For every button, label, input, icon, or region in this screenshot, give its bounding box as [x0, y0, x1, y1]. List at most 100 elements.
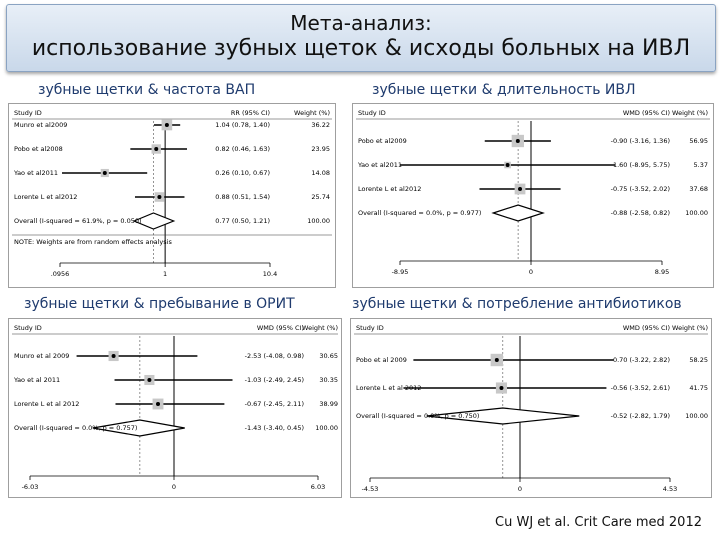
- overall-weight: 100.00: [307, 217, 330, 225]
- study-label: Pobo et al2008: [14, 145, 63, 153]
- x-tick-label: 6.03: [311, 483, 325, 491]
- point-estimate: [147, 378, 152, 382]
- study-ci-text: -0.56 (-3.52, 2.61): [611, 384, 670, 392]
- point-estimate: [499, 386, 504, 390]
- forest-plot-icu-stay: Study ID WMD (95% CI) Weight (%) Munro et a…: [8, 318, 342, 498]
- point-estimate: [505, 163, 510, 167]
- x-tick-label: 0: [518, 485, 522, 493]
- header-effect: RR (95% CI): [231, 109, 270, 117]
- forest-plot-vap: Study ID RR (95% CI) Weight (%) Munro et al…: [8, 103, 336, 288]
- header-weight: Weight (%): [672, 109, 708, 117]
- study-weight: 41.75: [689, 384, 708, 392]
- overall-weight: 100.00: [685, 209, 708, 217]
- forest-svg: Study ID WMD (95% CI) Weight (%) Pobo et al…: [352, 103, 714, 288]
- citation: Cu WJ et al. Crit Care med 2012: [495, 515, 702, 530]
- header-study: Study ID: [14, 324, 42, 332]
- point-estimate: [515, 139, 520, 143]
- study-ci-text: 0.82 (0.46, 1.63): [215, 145, 270, 153]
- study-weight: 58.25: [689, 356, 708, 364]
- forest-plot-antibiotics: Study ID WMD (95% CI) Weight (%) Pobo et al…: [350, 318, 712, 498]
- caption-vap: зубные щетки & частота ВАП: [38, 82, 256, 98]
- title-line-2: использование зубных щеток & исходы боль…: [31, 36, 691, 61]
- study-ci-text: -0.67 (-2.45, 2.11): [245, 400, 304, 408]
- point-estimate: [102, 171, 107, 175]
- title-line-1: Мета-анализ:: [290, 11, 432, 35]
- overall-label: Overall (I-squared = 0.0%, p = 0.977): [358, 209, 481, 217]
- header-study: Study ID: [14, 109, 42, 117]
- title-banner: Мета-анализ: использование зубных щеток …: [6, 4, 716, 72]
- study-weight: 38.99: [319, 400, 338, 408]
- study-weight: 23.95: [311, 145, 330, 153]
- study-label: Munro et al2009: [14, 121, 67, 129]
- study-label: Lorente L et al2012: [358, 185, 421, 193]
- study-weight: 37.68: [689, 185, 708, 193]
- study-label: Lorente L et al 2012: [14, 400, 79, 408]
- plot-border: [350, 318, 712, 498]
- study-ci-text: -0.75 (-3.52, 2.02): [611, 185, 670, 193]
- x-tick-label: 8.95: [655, 268, 669, 276]
- header-study: Study ID: [356, 324, 384, 332]
- caption-ventilation-duration: зубные щетки & длительность ИВЛ: [372, 82, 636, 98]
- study-label: Yao et al2011: [357, 161, 402, 169]
- study-weight: 36.22: [311, 121, 330, 129]
- forest-svg: Study ID WMD (95% CI)Weight (%) Munro et a…: [8, 318, 342, 498]
- overall-ci-text: -0.88 (-2.58, 0.82): [611, 209, 670, 217]
- study-ci-text: -0.90 (-3.16, 1.36): [611, 137, 670, 145]
- study-label: Pobo et al2009: [358, 137, 407, 145]
- study-weight: 30.65: [319, 352, 338, 360]
- overall-ci-text: -0.52 (-2.82, 1.79): [611, 412, 670, 420]
- study-label: Yao et al2011: [13, 169, 58, 177]
- study-label: Pobo et al 2009: [356, 356, 407, 364]
- overall-ci-text: 0.77 (0.50, 1.21): [215, 217, 270, 225]
- header-weight: Weight (%): [294, 109, 330, 117]
- overall-diamond: [491, 204, 545, 222]
- caption-antibiotics: зубные щетки & потребление антибиотиков: [352, 296, 682, 312]
- study-ci-text: -1.60 (-8.95, 5.75): [611, 161, 670, 169]
- study-ci-text: 0.88 (0.51, 1.54): [215, 193, 270, 201]
- forest-svg: Study ID WMD (95% CI) Weight (%) Pobo et al…: [350, 318, 712, 498]
- x-tick-label: -6.03: [22, 483, 39, 491]
- forest-plot-ventilation-duration: Study ID WMD (95% CI) Weight (%) Pobo et al…: [352, 103, 714, 288]
- study-label: Lorente L et al2012: [14, 193, 77, 201]
- point-estimate: [494, 358, 499, 362]
- x-tick-label: -8.95: [392, 268, 409, 276]
- x-tick-label: -4.53: [362, 485, 379, 493]
- point-estimate: [157, 195, 162, 199]
- study-label: Munro et al 2009: [14, 352, 69, 360]
- header-weight: Weight (%): [672, 324, 708, 332]
- overall-weight: 100.00: [315, 424, 338, 432]
- x-tick-label: 0: [529, 268, 533, 276]
- x-tick-label: 0: [172, 483, 176, 491]
- x-tick-label: 4.53: [663, 485, 677, 493]
- overall-diamond: [132, 212, 176, 230]
- forest-svg: Study ID RR (95% CI) Weight (%) Munro et al…: [8, 103, 336, 288]
- study-weight: 5.37: [694, 161, 708, 169]
- header-study: Study ID: [358, 109, 386, 117]
- overall-diamond: [426, 407, 580, 425]
- study-ci-text: -1.03 (-2.49, 2.45): [245, 376, 304, 384]
- study-weight: 30.35: [319, 376, 338, 384]
- overall-diamond: [92, 419, 185, 437]
- study-weight: 14.08: [311, 169, 330, 177]
- study-ci-text: 1.04 (0.78, 1.40): [215, 121, 270, 129]
- overall-weight: 100.00: [685, 412, 708, 420]
- overall-label: Overall (I-squared = 61.9%, p = 0.050): [14, 217, 142, 225]
- overall-label: Overall (I-squared = 0.0%, p = 0.750): [356, 412, 479, 420]
- overall-label: Overall (I-squared = 0.0%, p = 0.757): [14, 424, 137, 432]
- plot-border: [8, 103, 336, 288]
- plot-border: [352, 103, 714, 288]
- x-tick-label: 1: [163, 270, 167, 278]
- study-weight: 25.74: [311, 193, 330, 201]
- caption-icu-stay: зубные щетки & пребывание в ОРИТ: [24, 296, 295, 312]
- study-ci-text: -0.70 (-3.22, 2.82): [611, 356, 670, 364]
- header-weight: Weight (%): [302, 324, 338, 332]
- study-label: Lorente L et al 2012: [356, 384, 421, 392]
- study-ci-text: -2.53 (-4.08, 0.98): [245, 352, 304, 360]
- header-effect: WMD (95% CI): [623, 109, 670, 117]
- overall-ci-text: -1.43 (-3.40, 0.45): [245, 424, 304, 432]
- study-label: Yao et al 2011: [13, 376, 60, 384]
- point-estimate: [111, 354, 116, 358]
- x-tick-label: 10.4: [263, 270, 277, 278]
- point-estimate: [518, 187, 523, 191]
- point-estimate: [154, 147, 159, 151]
